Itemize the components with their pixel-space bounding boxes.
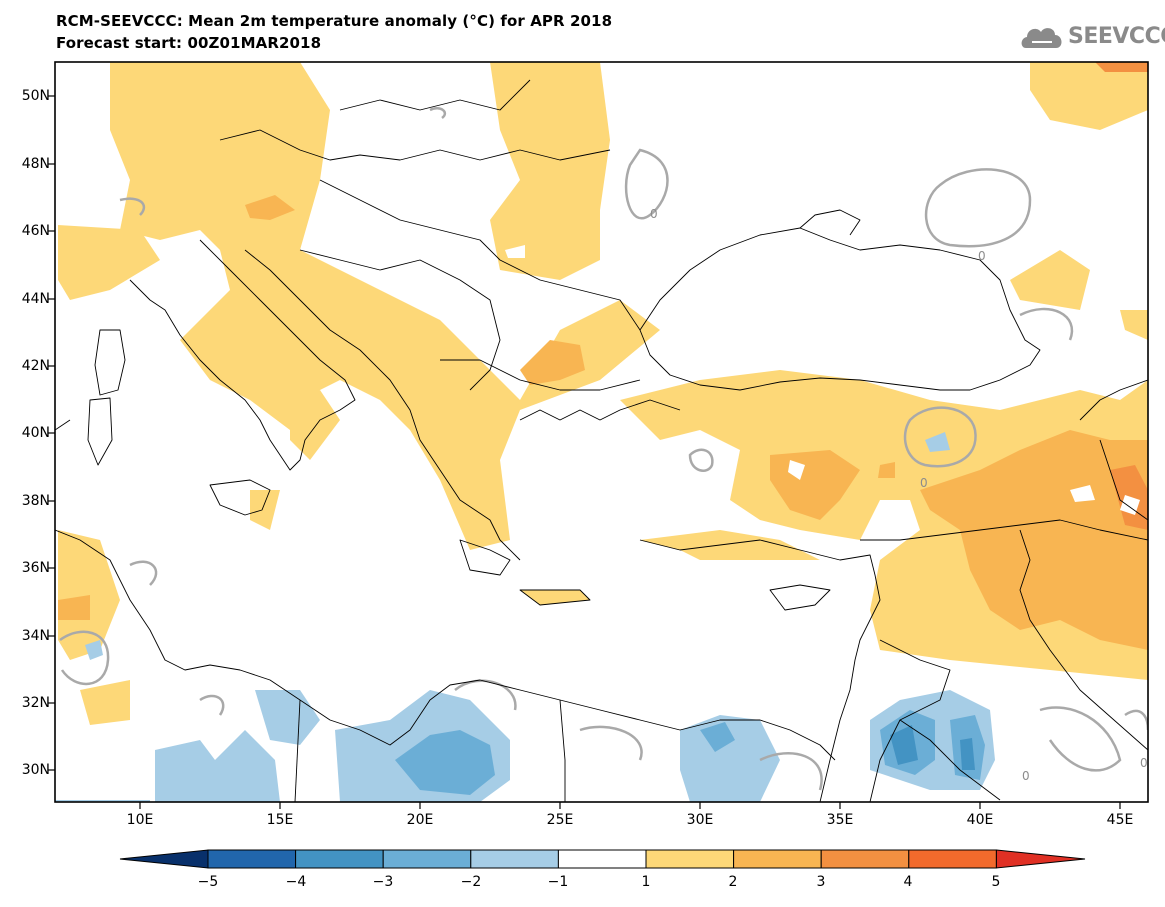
cool-anomaly-2-3 [395,710,985,795]
lon-label: 10E [126,812,154,828]
axis-ticks [48,95,1121,809]
colorbar-label: −2 [460,874,482,890]
anomaly-fields [55,62,1148,802]
lat-label: 48N [21,156,50,172]
logo-text: SEEVCCC [1068,24,1165,49]
lon-label: 20E [406,812,434,828]
contour-label: 0 [1140,756,1148,770]
colorbar-label: −3 [372,874,394,890]
lat-label: 40N [21,425,50,441]
lat-label: 30N [21,762,50,778]
lat-label: 42N [21,358,50,374]
contour-labels: 0 0 0 0 0 [650,207,1148,783]
cool-anomaly-3-4 [890,725,975,770]
plot-frame [54,61,1149,803]
colorbar-label: 1 [641,874,651,890]
lat-label: 50N [21,88,50,104]
chart-title: RCM-SEEVCCC: Mean 2m temperature anomaly… [56,10,612,54]
lon-label: 40E [966,812,994,828]
colorbar-label: −4 [285,874,307,890]
title-line-2: Forecast start: 00Z01MAR2018 [56,34,322,52]
colorbar-label: −1 [547,874,569,890]
coastlines [55,79,1148,802]
lon-label: 30E [686,812,714,828]
contour-label: 0 [650,207,658,221]
warm-anomaly-1-2 [58,62,1148,725]
colorbar-label: 3 [816,874,826,890]
colorbar-label: 5 [991,874,1001,890]
lat-label: 46N [21,223,50,239]
seevccc-logo: SEEVCCC [1018,20,1165,56]
title-line-1: RCM-SEEVCCC: Mean 2m temperature anomaly… [56,12,613,30]
lat-label: 36N [21,560,50,576]
anomaly-holes [505,245,1140,515]
lat-label: 38N [21,493,50,509]
lat-label: 44N [21,291,50,307]
warm-anomaly-2-3 [58,195,1148,650]
contour-label: 0 [920,476,928,490]
lon-label: 15E [266,812,294,828]
lon-label: 25E [546,812,574,828]
lat-label: 32N [21,695,50,711]
contour-label: 0 [978,249,986,263]
contour-label: 0 [1022,769,1030,783]
lon-label: 35E [826,812,854,828]
colorbar-label: 4 [903,874,913,890]
colorbar-label: −5 [197,874,219,890]
colorbar-label: 2 [728,874,738,890]
lat-label: 34N [21,628,50,644]
lon-label: 45E [1106,812,1134,828]
cloud-icon [1021,28,1062,48]
